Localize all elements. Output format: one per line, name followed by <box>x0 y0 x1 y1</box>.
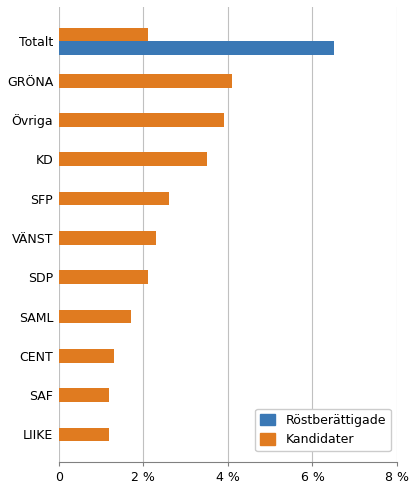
Bar <box>59 388 109 402</box>
Bar <box>59 349 114 363</box>
Bar <box>59 310 131 324</box>
Bar <box>59 428 109 441</box>
Bar <box>59 27 148 41</box>
Bar <box>59 271 148 284</box>
Legend: Röstberättigade, Kandidater: Röstberättigade, Kandidater <box>255 409 391 451</box>
Bar <box>59 192 169 206</box>
Bar <box>59 113 224 127</box>
Bar <box>59 152 207 166</box>
Bar <box>59 231 156 245</box>
Bar <box>59 41 334 55</box>
Bar <box>59 74 232 87</box>
